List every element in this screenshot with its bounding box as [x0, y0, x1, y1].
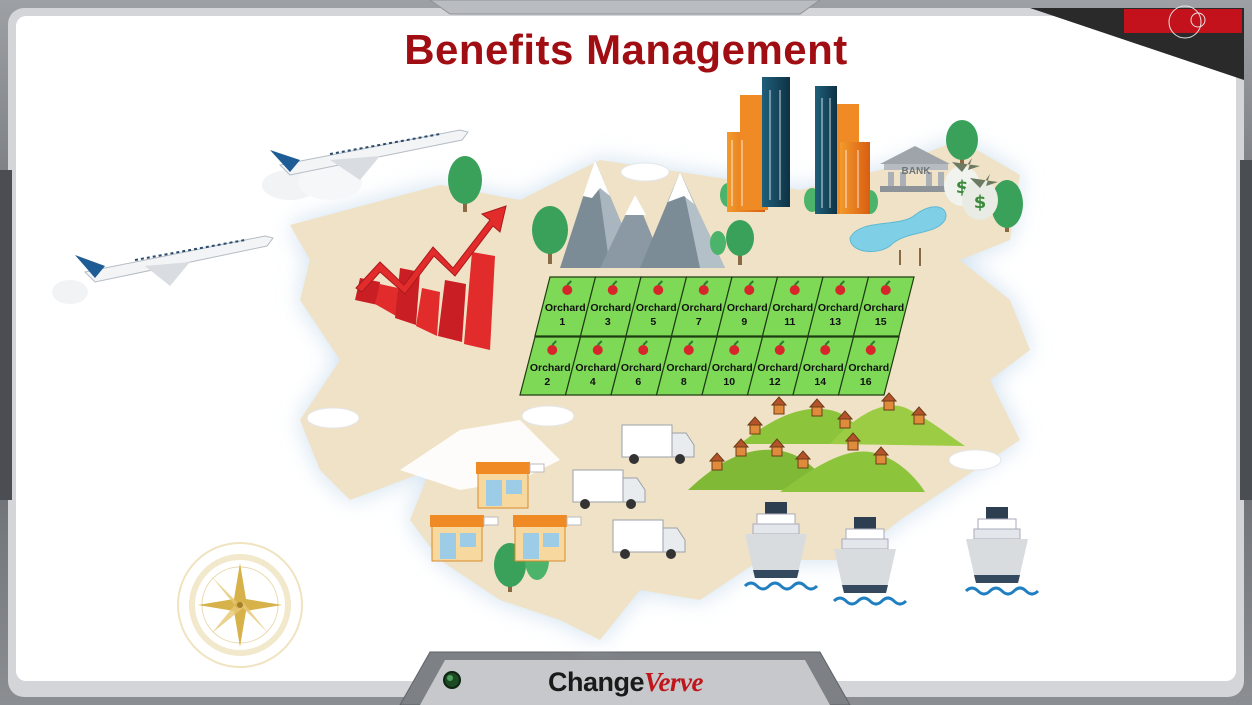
orchard-label: Orchard: [772, 302, 813, 314]
orchard-number: 10: [723, 376, 735, 388]
orchard-tile: Orchard 16: [837, 336, 900, 396]
orchard-number: 11: [784, 316, 795, 328]
apple-icon: [607, 285, 618, 295]
apple-icon: [789, 285, 800, 295]
brand-logo: Change Verve: [548, 658, 703, 698]
orchard-label: Orchard: [636, 302, 677, 314]
orchard-number: 15: [875, 316, 887, 328]
apple-icon: [638, 345, 649, 355]
orchard-label: Orchard: [575, 362, 616, 374]
orchard-number: 4: [590, 376, 596, 388]
apple-icon: [880, 285, 891, 295]
orchard-label: Orchard: [681, 302, 722, 314]
apple-icon: [729, 345, 740, 355]
orchard-label: Orchard: [818, 302, 859, 314]
orchard-tile: Orchard 13: [807, 276, 870, 337]
orchard-number: 5: [650, 316, 656, 328]
apple-icon: [562, 285, 573, 295]
orchard-label: Orchard: [712, 362, 753, 374]
orchard-number: 3: [605, 316, 611, 328]
orchard-number: 1: [559, 316, 565, 328]
orchard-tile: Orchard 15: [852, 276, 915, 337]
orchard-number: 14: [814, 376, 826, 388]
orchard-tile: Orchard 14: [792, 336, 855, 396]
apple-icon: [698, 285, 709, 295]
orchard-tile: Orchard 4: [564, 336, 627, 396]
svg-text:$: $: [974, 192, 987, 213]
orchard-label: Orchard: [803, 362, 844, 374]
orchards-grid: Orchard 1 Orchard 3 Orchard 5 Orchard 7 Orchard 9…: [519, 276, 915, 396]
airplane-icon: [262, 129, 469, 200]
orchard-tile: Orchard 9: [716, 276, 779, 337]
orchard-number: 6: [635, 376, 641, 388]
shop-icon: [430, 462, 582, 562]
truck-icon: [572, 424, 695, 559]
brand-logo-part1: Change: [548, 667, 645, 697]
orchard-tile: Orchard 5: [625, 276, 688, 337]
orchard-number: 13: [829, 316, 841, 328]
orchard-tile: Orchard 2: [519, 336, 582, 396]
city-buildings-icon: [727, 77, 870, 214]
orchard-label: Orchard: [530, 362, 571, 374]
apple-icon: [744, 285, 755, 295]
growth-chart-icon: [355, 205, 507, 350]
apple-icon: [683, 345, 694, 355]
orchard-tile: Orchard 8: [655, 336, 718, 396]
page-title: Benefits Management: [404, 26, 848, 73]
apple-icon: [774, 345, 785, 355]
airplane-icon: [52, 235, 274, 304]
orchard-tile: Orchard 7: [670, 276, 733, 337]
orchard-tile: Orchard 3: [579, 276, 642, 337]
orchard-label: Orchard: [666, 362, 707, 374]
bank-icon: BANK: [880, 146, 952, 192]
orchard-tile: Orchard 1: [534, 276, 597, 337]
orchard-label: Orchard: [863, 302, 904, 314]
orchard-label: Orchard: [590, 302, 631, 314]
orchard-number: 12: [769, 376, 781, 388]
apple-icon: [653, 285, 664, 295]
apple-icon: [835, 285, 846, 295]
orchard-label: Orchard: [727, 302, 768, 314]
hills-icon: [688, 405, 965, 492]
orchard-number: 8: [681, 376, 687, 388]
lake: [849, 206, 947, 253]
orchard-label: Orchard: [545, 302, 586, 314]
orchard-tile: Orchard 6: [610, 336, 673, 396]
orchard-label: Orchard: [621, 362, 662, 374]
orchard-number: 7: [696, 316, 702, 328]
orchard-number: 2: [544, 376, 550, 388]
cloud-icon: [306, 162, 1002, 471]
apple-icon: [547, 345, 558, 355]
house-icon: [708, 392, 928, 471]
corner-logo-box: [1124, 9, 1242, 33]
orchard-label: Orchard: [848, 362, 889, 374]
orchard-tile: Orchard 12: [746, 336, 809, 396]
compass-icon: [177, 542, 303, 668]
orchard-label: Orchard: [757, 362, 798, 374]
ship-icon: [743, 502, 1040, 606]
apple-icon: [820, 345, 831, 355]
orchard-number: 9: [741, 316, 747, 328]
bank-label: BANK: [902, 166, 932, 177]
orchard-tile: Orchard 11: [761, 276, 824, 337]
orchard-number: 16: [860, 376, 872, 388]
apple-icon: [592, 345, 603, 355]
brand-logo-part2: Verve: [644, 667, 703, 697]
apple-icon: [865, 345, 876, 355]
mountains-icon: [560, 160, 725, 268]
money-bag-icon: $ $: [944, 158, 998, 220]
orchard-tile: Orchard 10: [701, 336, 764, 396]
